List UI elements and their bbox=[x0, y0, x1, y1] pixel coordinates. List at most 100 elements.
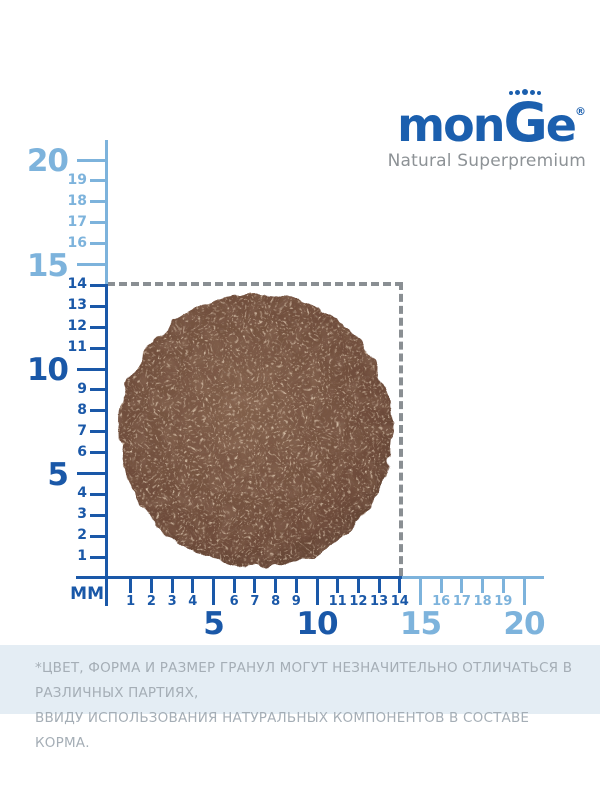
x-label-3: 3 bbox=[167, 594, 177, 609]
y-major-label-10: 10 bbox=[26, 352, 69, 388]
y-ruler-line-lower bbox=[105, 285, 108, 606]
logo-tagline: Natural Superpremium bbox=[387, 151, 586, 171]
y-label-8: 8 bbox=[77, 401, 87, 418]
y-label-1: 1 bbox=[77, 548, 87, 565]
y-label-11: 11 bbox=[67, 339, 87, 356]
x-label-8: 8 bbox=[271, 594, 281, 609]
y-tick-9 bbox=[90, 388, 108, 392]
x-tick-9 bbox=[294, 576, 298, 593]
x-label-12: 12 bbox=[349, 594, 368, 609]
x-tick-10 bbox=[315, 576, 319, 605]
y-tick-3 bbox=[90, 513, 108, 517]
x-tick-12 bbox=[356, 576, 360, 593]
x-label-13: 13 bbox=[370, 594, 389, 609]
y-tick-12 bbox=[90, 325, 108, 329]
y-label-4: 4 bbox=[77, 485, 87, 502]
y-major-label-5: 5 bbox=[47, 456, 69, 493]
y-label-7: 7 bbox=[77, 422, 87, 439]
disclaimer-line-2: ВВИДУ ИСПОЛЬЗОВАНИЯ НАТУРАЛЬНЫХ КОМПОНЕН… bbox=[35, 710, 530, 751]
x-label-6: 6 bbox=[229, 594, 239, 609]
x-label-4: 4 bbox=[188, 594, 198, 609]
x-major-label-10: 10 bbox=[296, 606, 338, 642]
crown-dots-icon bbox=[508, 89, 541, 95]
x-ruler-line-left bbox=[76, 576, 402, 579]
x-label-11: 11 bbox=[328, 594, 347, 609]
x-ruler-line-right bbox=[402, 576, 544, 579]
x-label-14: 14 bbox=[390, 594, 409, 609]
y-tick-13 bbox=[90, 304, 108, 308]
y-tick-2 bbox=[90, 534, 108, 538]
x-label-16: 16 bbox=[432, 594, 451, 609]
size-marker-dashed-box bbox=[107, 282, 403, 576]
y-tick-6 bbox=[90, 451, 108, 455]
disclaimer-strip: *ЦВЕТ, ФОРМА И РАЗМЕР ГРАНУЛ МОГУТ НЕЗНА… bbox=[0, 645, 600, 751]
disclaimer-line-1: *ЦВЕТ, ФОРМА И РАЗМЕР ГРАНУЛ МОГУТ НЕЗНА… bbox=[35, 660, 573, 701]
x-label-1: 1 bbox=[126, 594, 136, 609]
y-label-19: 19 bbox=[67, 171, 87, 188]
x-label-17: 17 bbox=[452, 594, 471, 609]
x-tick-2 bbox=[149, 576, 153, 593]
x-tick-11 bbox=[336, 576, 340, 593]
x-tick-16 bbox=[439, 576, 443, 593]
y-tick-10 bbox=[77, 367, 108, 371]
x-tick-18 bbox=[481, 576, 485, 593]
x-label-9: 9 bbox=[291, 594, 301, 609]
x-label-2: 2 bbox=[146, 594, 156, 609]
x-tick-7 bbox=[253, 576, 257, 593]
x-label-18: 18 bbox=[473, 594, 492, 609]
x-tick-5 bbox=[212, 576, 215, 605]
x-label-7: 7 bbox=[250, 594, 260, 609]
y-label-16: 16 bbox=[67, 234, 87, 251]
y-label-2: 2 bbox=[77, 527, 87, 544]
x-tick-13 bbox=[377, 576, 381, 593]
x-tick-8 bbox=[274, 576, 278, 593]
wordmark-suffix: e bbox=[545, 98, 577, 152]
y-tick-11 bbox=[90, 346, 108, 350]
y-ruler-line-upper bbox=[105, 140, 108, 285]
x-major-label-5: 5 bbox=[203, 606, 225, 642]
wordmark-g: G bbox=[503, 91, 547, 154]
y-label-18: 18 bbox=[67, 192, 87, 209]
wordmark-g-wrap: G bbox=[503, 89, 548, 150]
x-tick-19 bbox=[501, 576, 505, 593]
x-major-label-15: 15 bbox=[399, 606, 442, 642]
y-major-label-15: 15 bbox=[26, 247, 69, 284]
x-tick-14 bbox=[398, 576, 402, 593]
y-label-13: 13 bbox=[67, 297, 87, 314]
y-tick-16 bbox=[90, 242, 108, 246]
x-tick-17 bbox=[460, 576, 464, 593]
y-tick-1 bbox=[90, 555, 108, 559]
wordmark-prefix: mon bbox=[397, 98, 505, 152]
y-label-6: 6 bbox=[77, 443, 87, 460]
x-tick-4 bbox=[191, 576, 195, 593]
y-label-17: 17 bbox=[67, 213, 87, 230]
kibble-image bbox=[119, 294, 393, 568]
y-tick-18 bbox=[90, 200, 108, 204]
y-label-3: 3 bbox=[77, 506, 87, 523]
y-tick-15 bbox=[77, 263, 108, 266]
x-label-19: 19 bbox=[494, 594, 513, 609]
x-tick-15 bbox=[419, 576, 422, 605]
x-tick-3 bbox=[170, 576, 174, 593]
y-label-9: 9 bbox=[77, 380, 87, 397]
y-tick-8 bbox=[90, 409, 108, 413]
y-label-14: 14 bbox=[67, 276, 87, 293]
y-label-12: 12 bbox=[67, 318, 87, 335]
y-tick-14 bbox=[90, 283, 108, 287]
x-tick-20 bbox=[522, 576, 526, 605]
y-major-label-20: 20 bbox=[26, 143, 69, 179]
registered-mark: ® bbox=[575, 105, 586, 118]
x-tick-1 bbox=[129, 576, 133, 593]
y-tick-7 bbox=[90, 430, 108, 434]
y-tick-5 bbox=[77, 472, 108, 475]
y-tick-19 bbox=[90, 179, 108, 183]
x-tick-6 bbox=[232, 576, 236, 593]
ruler-unit-label: MM bbox=[70, 584, 104, 604]
y-tick-20 bbox=[77, 158, 108, 162]
x-major-label-20: 20 bbox=[503, 606, 545, 642]
y-tick-4 bbox=[90, 492, 108, 496]
y-tick-17 bbox=[90, 221, 108, 225]
